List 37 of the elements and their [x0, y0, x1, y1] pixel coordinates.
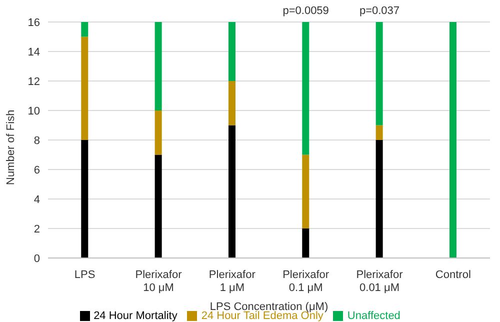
bar [154, 110, 162, 155]
bar [449, 22, 456, 258]
y-tick-label: 14 [28, 46, 40, 58]
x-tick-label: Control [435, 269, 471, 281]
legend-label: 24 Hour Tail Edema Only [201, 310, 324, 322]
annotation: p=0.037 [359, 5, 400, 17]
y-tick-label: 4 [34, 194, 40, 206]
bar [376, 125, 383, 140]
bar [81, 22, 88, 37]
x-tick-label: Plerixafor 1 μM [208, 269, 256, 294]
x-tick-label: LPS [74, 269, 96, 281]
y-tick-label: 10 [28, 105, 40, 118]
x-tick-label: Plerixafor 0.01 μM [356, 269, 404, 294]
y-tick-label: 8 [34, 134, 40, 147]
bar [302, 22, 310, 155]
y-tick-label: 2 [34, 223, 40, 236]
bar [302, 154, 310, 228]
bar [228, 81, 236, 126]
bar [376, 140, 383, 258]
y-tick-label: 16 [28, 16, 40, 29]
bar [154, 22, 162, 110]
bar [228, 22, 236, 81]
y-tick-label: 6 [34, 164, 40, 176]
y-tick-label: 12 [28, 76, 40, 88]
bar [376, 22, 383, 126]
y-tick-label: 0 [34, 252, 40, 265]
annotation: p=0.0059 [282, 5, 329, 17]
legend-label: Unaffected [347, 310, 400, 322]
bar [228, 125, 236, 258]
bar [302, 228, 310, 258]
bar [154, 154, 162, 258]
y-axis-title: Number of Fish [4, 110, 17, 185]
legend-label: 24 Hour Mortality [94, 310, 178, 322]
x-tick-label: Plerixafor 10 μM [135, 269, 182, 294]
bar [81, 140, 88, 258]
bar [81, 36, 88, 140]
x-tick-label: Plerixafor 0.1 μM [282, 269, 330, 294]
